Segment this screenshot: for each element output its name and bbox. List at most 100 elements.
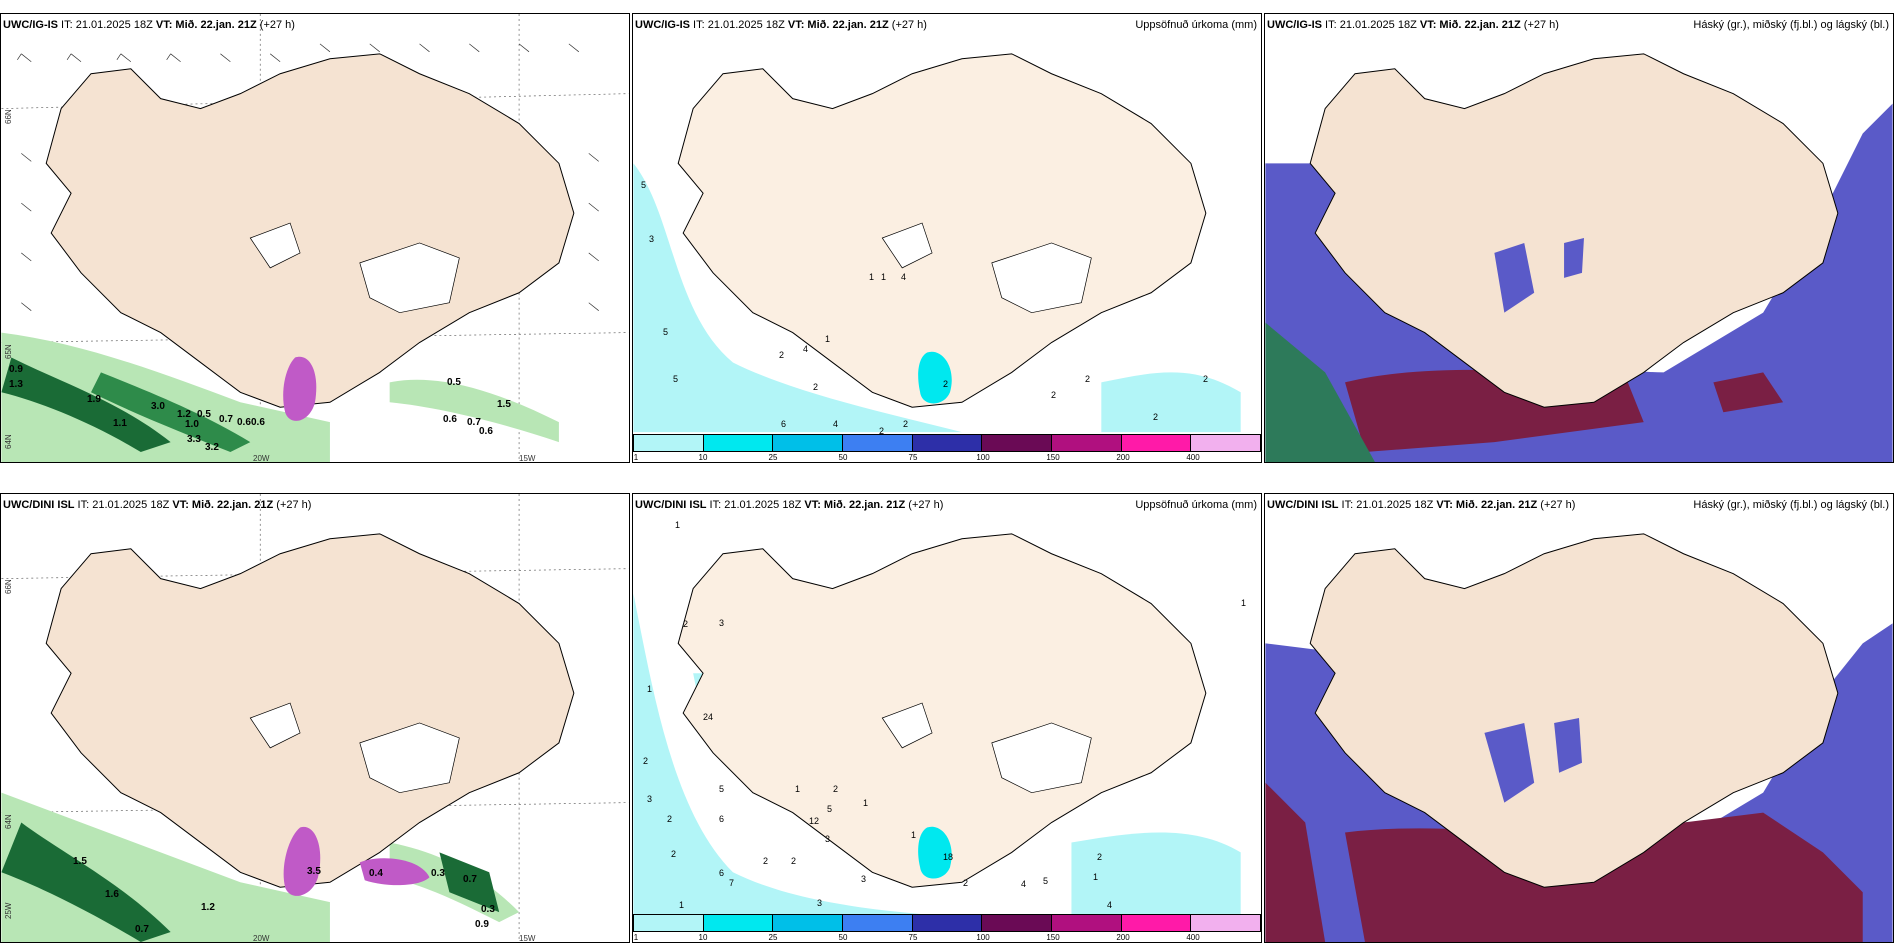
lon-label-25w: 25W [4,902,13,919]
precip-value: 5 [719,784,725,794]
colorbar-tick: 100 [976,453,990,462]
precip-value: 2 [833,784,839,794]
colorbar-tick: 1 [633,453,639,462]
precip-value: 5 [663,327,669,337]
colorbar-tick: 10 [698,453,708,462]
precip-value: 1 [1093,872,1099,882]
colorbar-tick: 200 [1116,933,1130,942]
wind-value: 0.7 [135,924,149,935]
wind-value: 0.7 [467,417,481,428]
precip-value: 24 [703,712,714,722]
model-name: UWC/DINI ISL [635,499,707,511]
precip-value: 2 [943,379,949,389]
precip-value: 2 [1085,374,1091,384]
precip-value: 5 [1043,876,1049,886]
valid-time: VT: Mið. 22.jan. 21Z [172,499,274,511]
colorbar-tick: 10 [698,933,708,942]
lead-time: (+27 h) [888,19,927,31]
wind-value: 1.6 [105,889,119,900]
wind-value: 3.2 [205,442,219,453]
model-name: UWC/IG-IS [635,19,690,31]
wind-value: 0.6 [237,417,251,428]
wind-value: 0.9 [475,919,489,930]
lead-time: (+27 h) [905,499,944,511]
wind-value: 3.0 [151,401,165,412]
precip-value: 2 [1153,412,1159,422]
precip-value: 2 [963,878,969,888]
precip-value: 1 [675,520,681,530]
lat-label-65: 65N [4,344,13,359]
map-panel-precip-dini: UWC/DINI ISL IT: 21.01.2025 18Z VT: Mið.… [632,493,1262,943]
precip-value: 5 [641,180,647,190]
precip-value: 3 [719,618,725,628]
wind-value: 0.6 [443,414,457,425]
colorbar-tick: 50 [838,453,848,462]
precip-value: 2 [683,619,689,629]
precip-value: 3 [825,834,831,844]
colorbar-tick: 150 [1046,933,1060,942]
iceland-land [1309,53,1839,408]
wind-value: 1.0 [185,419,199,430]
precip-value: 12 [809,816,820,826]
precip-value: 2 [1051,390,1057,400]
precip-value: 1 [869,272,875,282]
precip-value: 1 [679,900,685,910]
wind-value: 0.3 [431,868,445,879]
iceland-map [1,494,629,942]
precip-value: 6 [781,419,787,429]
precip-value: 1 [1241,598,1247,608]
precip-value: 3 [647,794,653,804]
lead-time: (+27 h) [1537,499,1576,511]
colorbar-tick: 400 [1186,453,1200,462]
valid-time: VT: Mið. 22.jan. 21Z [1419,19,1521,31]
valid-time: VT: Mið. 22.jan. 21Z [155,19,257,31]
map-panel-precip-iggis: UWC/IG-IS IT: 21.01.2025 18Z VT: Mið. 22… [632,13,1262,463]
lat-label-64: 64N [4,434,13,449]
wind-value: 0.5 [447,377,461,388]
init-time: IT: 21.01.2025 18Z [690,19,788,31]
precip-value: 1 [825,334,831,344]
colorbar-tick: 150 [1046,453,1060,462]
precip-value: 2 [813,382,819,392]
precip-value: 2 [1097,852,1103,862]
lead-time: (+27 h) [273,499,312,511]
wind-value: 1.5 [73,856,87,867]
panel-title: UWC/IG-IS IT: 21.01.2025 18Z VT: Mið. 22… [3,19,295,31]
colorbar-tick: 50 [838,933,848,942]
iceland-map [1265,53,1893,462]
precip-value: 2 [791,856,797,866]
wind-value: 1.3 [9,379,23,390]
iceland-map [633,533,1241,918]
precip-value: 2 [779,350,785,360]
wind-value: 3.3 [187,434,201,445]
wind-value: 0.5 [197,409,211,420]
precip-value: 5 [673,374,679,384]
colorbar-tick: 75 [908,453,918,462]
wind-value: 0.3 [481,904,495,915]
panel-title: UWC/DINI ISL IT: 21.01.2025 18Z VT: Mið.… [1267,499,1575,511]
iceland-map [633,53,1241,433]
precip-value: 4 [803,344,809,354]
precip-value: 7 [729,878,735,888]
colorbar-ticks: 1 10 25 50 75 100 150 200 400 [633,932,1261,942]
precip-value: 2 [763,856,769,866]
lon-label-20w: 20W [253,454,270,463]
precip-value: 1 [911,830,917,840]
panel-title: UWC/DINI ISL IT: 21.01.2025 18Z VT: Mið.… [635,499,943,511]
precip-value: 4 [833,419,839,429]
panel-subtitle: Uppsöfnuð úrkoma (mm) [1135,19,1257,31]
precip-value: 2 [643,756,649,766]
valid-time: VT: Mið. 22.jan. 21Z [787,19,889,31]
wind-barbs [17,43,599,311]
colorbar-tick: 200 [1116,453,1130,462]
wind-value: 0.4 [369,868,383,879]
wind-value: 3.5 [307,866,321,877]
panel-title: UWC/IG-IS IT: 21.01.2025 18Z VT: Mið. 22… [635,19,927,31]
precip-value: 3 [649,234,655,244]
colorbar-ticks: 1 10 25 50 75 100 150 200 400 [633,452,1261,462]
iceland-map [1,14,629,462]
wind-value: 0.7 [219,414,233,425]
lon-label-20w: 20W [253,934,270,943]
iceland-land [1309,533,1839,888]
wind-value: 0.6 [479,426,493,437]
